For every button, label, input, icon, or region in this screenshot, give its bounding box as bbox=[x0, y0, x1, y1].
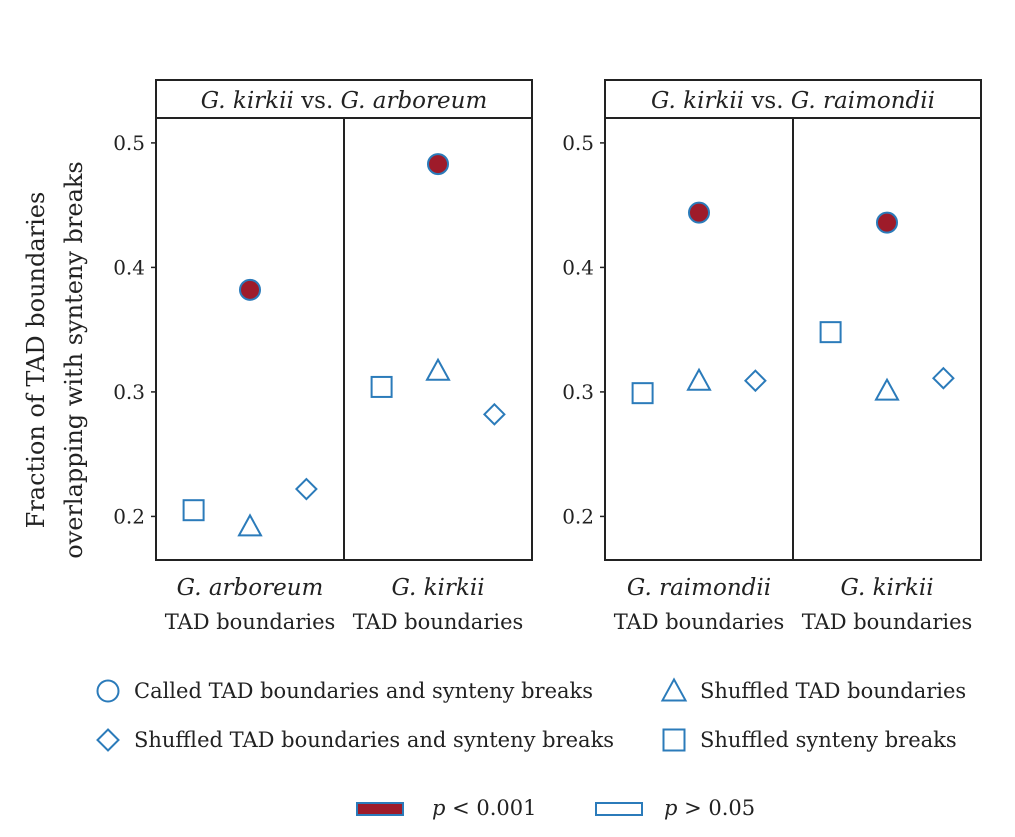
data-point-shuffled_tad bbox=[425, 357, 451, 381]
legend-marker-triangle bbox=[660, 677, 688, 702]
data-point-called bbox=[876, 211, 898, 234]
y-axis-label-line: Fraction of TAD boundaries bbox=[22, 192, 50, 529]
y-axis-label-line: overlapping with synteny breaks bbox=[60, 161, 88, 559]
significance-item: p > 0.05 bbox=[595, 796, 755, 820]
legend-label: Called TAD boundaries and synteny breaks bbox=[134, 679, 593, 703]
data-point-shuffled_synteny bbox=[370, 375, 393, 398]
y-tick-label: 0.4 bbox=[562, 255, 594, 279]
y-tick-label: 0.2 bbox=[562, 504, 594, 528]
data-point-shuffled_tad bbox=[874, 377, 900, 401]
y-axis-label: Fraction of TAD boundaries overlapping wi… bbox=[22, 161, 88, 559]
panel-title-part: G. kirkii bbox=[651, 88, 744, 114]
facet-species-label: G. kirkii bbox=[391, 575, 484, 601]
panel-title-part: G. kirkii bbox=[201, 88, 294, 114]
legend-label: Shuffled TAD boundaries bbox=[700, 679, 966, 703]
panel-title-part: G. raimondii bbox=[791, 88, 935, 114]
p-threshold: < 0.001 bbox=[445, 796, 536, 820]
significance-label: p < 0.001 bbox=[432, 796, 537, 820]
legend-item: Shuffled TAD boundaries and synteny brea… bbox=[96, 728, 614, 752]
panel: G. kirkii vs. G. raimondii 0.2 0.3 0.4 0.5 G.… bbox=[562, 79, 982, 634]
facet-sublabel: TAD boundaries bbox=[165, 610, 336, 634]
significance-swatch bbox=[356, 802, 404, 816]
facet-sublabel: TAD boundaries bbox=[353, 610, 524, 634]
facet-species-label: G. kirkii bbox=[840, 575, 933, 601]
p-symbol: p bbox=[432, 796, 445, 820]
significance-swatch bbox=[595, 802, 643, 816]
data-point-shuffled_synteny bbox=[819, 321, 842, 344]
legend-item: Shuffled TAD boundaries bbox=[660, 677, 966, 703]
facet-sublabel: TAD boundaries bbox=[802, 610, 973, 634]
legend-label: Shuffled TAD boundaries and synteny brea… bbox=[134, 728, 614, 752]
facet-species-label: G. raimondii bbox=[627, 575, 771, 601]
panel-title-strip bbox=[604, 79, 982, 119]
significance-item: p < 0.001 bbox=[356, 796, 537, 820]
legend-marker-circle bbox=[96, 679, 120, 703]
panel-title: G. kirkii vs. G. raimondii bbox=[651, 88, 935, 114]
facet-species-label: G. arboreum bbox=[177, 575, 324, 601]
significance-legend: p < 0.001 p > 0.05 bbox=[356, 796, 755, 820]
y-tick-label: 0.3 bbox=[562, 380, 594, 404]
legend-item: Called TAD boundaries and synteny breaks bbox=[96, 679, 593, 703]
data-point-shuffled_tad bbox=[237, 513, 263, 537]
data-point-shuffled_both bbox=[931, 366, 955, 390]
legend-marker-diamond bbox=[96, 728, 120, 752]
panel-title-strip bbox=[155, 79, 533, 119]
data-point-shuffled_both bbox=[743, 369, 767, 393]
panel-title-part: vs. bbox=[744, 88, 791, 114]
y-tick-label: 0.2 bbox=[113, 504, 145, 528]
y-tick-label: 0.3 bbox=[113, 380, 145, 404]
y-tick-label: 0.4 bbox=[113, 255, 145, 279]
legend: Called TAD boundaries and synteny breaks… bbox=[96, 677, 966, 752]
legend-label: Shuffled synteny breaks bbox=[700, 728, 957, 752]
y-tick-label: 0.5 bbox=[562, 131, 594, 155]
data-point-shuffled_synteny bbox=[182, 499, 205, 522]
panel-title: G. kirkii vs. G. arboreum bbox=[201, 88, 488, 114]
data-point-shuffled_both bbox=[482, 402, 506, 426]
panels: G. kirkii vs. G. arboreum0.20.30.40.5G. … bbox=[113, 79, 982, 634]
legend-item: Shuffled synteny breaks bbox=[662, 728, 957, 752]
data-point-shuffled_both bbox=[294, 477, 318, 501]
panel-title-part: vs. bbox=[294, 88, 341, 114]
panel: G. kirkii vs. G. arboreum 0.2 0.3 0.4 0.5 G. … bbox=[113, 79, 533, 634]
legend-marker-square bbox=[662, 728, 686, 752]
p-symbol: p bbox=[664, 796, 677, 820]
significance-label: p > 0.05 bbox=[664, 796, 755, 820]
data-point-called bbox=[688, 201, 710, 224]
y-tick-label: 0.5 bbox=[113, 131, 145, 155]
data-point-called bbox=[239, 278, 261, 301]
facet-sublabel: TAD boundaries bbox=[614, 610, 785, 634]
p-threshold: > 0.05 bbox=[677, 796, 755, 820]
data-point-shuffled_tad bbox=[686, 367, 712, 391]
panel-title-part: G. arboreum bbox=[341, 88, 488, 114]
data-point-called bbox=[427, 153, 449, 176]
data-point-shuffled_synteny bbox=[631, 382, 654, 405]
